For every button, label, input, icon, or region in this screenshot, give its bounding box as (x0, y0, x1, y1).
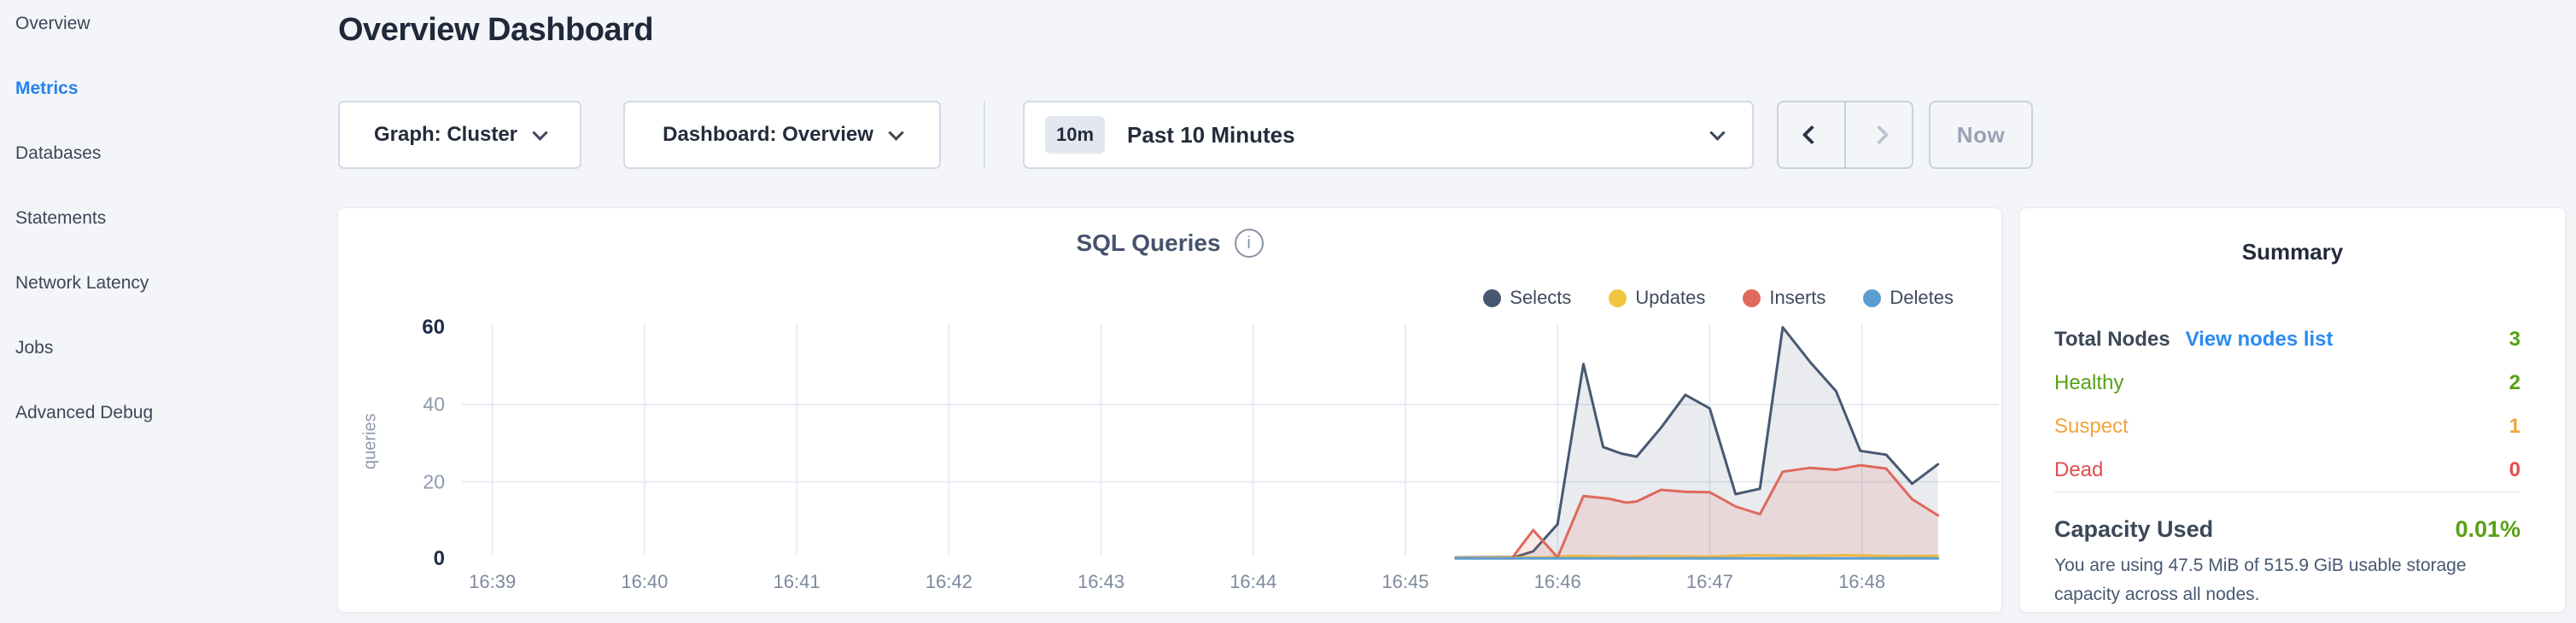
series-area-inserts (1455, 465, 1938, 559)
summary-row-value: 0 (2509, 457, 2521, 481)
sidebar-item-advanced-debug[interactable]: Advanced Debug (15, 403, 154, 422)
now-button[interactable]: Now (1929, 101, 2033, 169)
legend-label: Selects (1510, 287, 1572, 308)
series-line-updates (1454, 554, 1940, 560)
sidebar-item-statements[interactable]: Statements (15, 208, 107, 228)
legend-label: Deletes (1890, 287, 1954, 308)
summary-row-value: 1 (2509, 414, 2521, 438)
chevron-left-icon (1802, 125, 1821, 145)
y-axis-tick-label: 20 (423, 470, 445, 492)
legend-item-deletes[interactable]: Deletes (1863, 287, 1954, 309)
series-area-selects (1455, 327, 1938, 559)
chart-legend: Selects Updates Inserts Deletes (1483, 287, 1954, 309)
graph-dropdown[interactable]: Graph: Cluster (338, 101, 581, 169)
chart-title: SQL Queries (1076, 230, 1221, 256)
x-axis-tick-label: 16:41 (773, 571, 821, 592)
legend-item-selects[interactable]: Selects (1483, 287, 1571, 309)
time-range-prev-button[interactable] (1779, 102, 1844, 167)
summary-row-dead: Dead 0 (2054, 448, 2521, 492)
chevron-down-icon (888, 124, 904, 141)
x-axis-tick-label: 16:39 (469, 571, 517, 592)
summary-row-label: Suspect (2054, 414, 2129, 438)
chart-svg (462, 323, 1999, 560)
legend-dot-icon (1609, 288, 1627, 307)
sql-queries-chart-card: SQL Queries i Selects Updates Inserts Delet… (337, 207, 2002, 613)
info-icon[interactable]: i (1234, 229, 1264, 258)
chevron-right-icon (1869, 125, 1889, 145)
sidebar-item-metrics[interactable]: Metrics (15, 79, 79, 98)
capacity-used-row: Capacity Used 0.01% (2054, 509, 2521, 550)
summary-row-value: 3 (2509, 327, 2521, 351)
sidebar-nav: Overview Metrics Databases Statements Networ… (0, 0, 333, 623)
x-axis-tick-label: 16:46 (1533, 571, 1581, 592)
series-line-inserts (1454, 463, 1940, 560)
summary-row-label: Total Nodes (2054, 327, 2170, 351)
chevron-down-icon (1709, 124, 1726, 141)
y-axis-label: queries (360, 413, 380, 469)
y-axis-tick-label: 0 (433, 547, 445, 570)
x-axis-tick-label: 16:40 (621, 571, 669, 592)
capacity-used-value: 0.01% (2455, 515, 2521, 542)
sidebar-item-jobs[interactable]: Jobs (15, 338, 54, 358)
dashboard-dropdown[interactable]: Dashboard: Overview (623, 101, 941, 169)
time-range-pager (1777, 101, 1913, 169)
x-axis-tick-label: 16:43 (1077, 571, 1125, 592)
graph-dropdown-label: Graph: Cluster (373, 123, 518, 146)
y-axis-tick-label: 40 (423, 393, 445, 416)
capacity-used-description: You are using 47.5 MiB of 515.9 GiB usab… (2054, 556, 2467, 604)
legend-item-inserts[interactable]: Inserts (1743, 287, 1825, 309)
toolbar: Graph: Cluster Dashboard: Overview 10m P… (0, 101, 2576, 169)
legend-label: Inserts (1769, 287, 1826, 308)
sidebar-item-network-latency[interactable]: Network Latency (15, 273, 149, 293)
summary-row-suspect: Suspect 1 (2054, 405, 2521, 448)
legend-label: Updates (1635, 287, 1706, 308)
sidebar-item-overview[interactable]: Overview (15, 14, 91, 33)
chart-title-row: SQL Queries i (338, 229, 2001, 258)
summary-row-total-nodes: Total Nodes View nodes list 3 (2054, 317, 2521, 361)
summary-row-value: 2 (2509, 370, 2521, 394)
summary-panel: Summary Total Nodes View nodes list 3 Healt… (2019, 207, 2566, 613)
capacity-used-label: Capacity Used (2054, 515, 2214, 542)
summary-rows: Total Nodes View nodes list 3 Healthy 2 Suspe… (2054, 317, 2521, 492)
summary-row-healthy: Healthy 2 (2054, 361, 2521, 405)
chevron-down-icon (532, 124, 548, 141)
x-axis-tick-label: 16:42 (925, 571, 973, 592)
summary-row-label: Dead (2054, 457, 2104, 481)
x-axis-tick-label: 16:44 (1230, 571, 1277, 592)
time-range-label: Past 10 Minutes (1127, 121, 1295, 148)
sidebar-item-databases[interactable]: Databases (15, 143, 102, 163)
x-axis-tick-label: 16:47 (1685, 571, 1733, 592)
summary-title: Summary (2241, 239, 2344, 265)
summary-row-label: Healthy (2054, 370, 2124, 394)
legend-dot-icon (1863, 288, 1882, 307)
dashboard-dropdown-label: Dashboard: Overview (663, 123, 873, 146)
x-axis-tick-label: 16:45 (1381, 571, 1429, 592)
legend-dot-icon (1483, 288, 1502, 307)
legend-dot-icon (1743, 288, 1761, 307)
time-range-dropdown[interactable]: 10m Past 10 Minutes (1023, 101, 1754, 169)
chart-plot-area[interactable]: 0 20 40 60 16:39 16:40 16:41 16:42 16:43 16:44 16:… (422, 316, 1999, 592)
x-axis-tick-label: 16:48 (1838, 571, 1886, 592)
y-axis-tick-label: 60 (422, 315, 445, 339)
toolbar-divider (984, 101, 985, 169)
view-nodes-list-link[interactable]: View nodes list (2185, 327, 2334, 351)
time-range-next-button[interactable] (1844, 102, 1912, 167)
legend-item-updates[interactable]: Updates (1609, 287, 1705, 309)
time-range-badge: 10m (1045, 116, 1106, 154)
series-line-selects (1454, 326, 1940, 559)
page-title: Overview Dashboard (338, 12, 654, 48)
